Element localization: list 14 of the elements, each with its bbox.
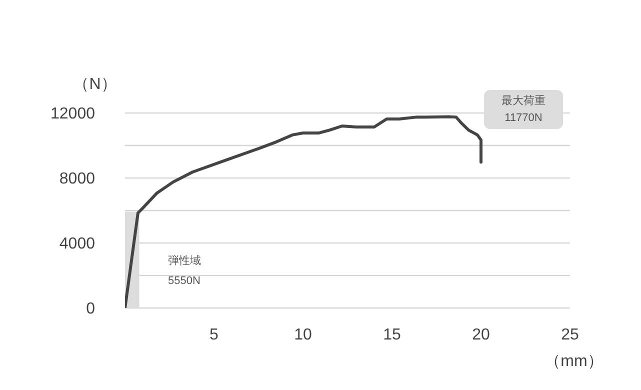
y-tick-label: 8000 (59, 170, 96, 188)
y-axis-title: （N） (73, 76, 117, 93)
x-tick-label: 25 (561, 326, 579, 344)
y-tick-label: 12000 (50, 106, 96, 123)
x-tick-label: 15 (383, 326, 401, 344)
y-tick-label: 4000 (59, 236, 96, 253)
y-tick-label: 0 (86, 300, 96, 318)
x-tick-label: 10 (294, 326, 312, 344)
annotation: 弾性域 5550N (168, 254, 201, 289)
line-series (125, 115, 482, 308)
x-tick-label: 20 (472, 326, 490, 344)
annotation: 最大荷重 11770N (484, 93, 563, 127)
x-tick-label: 5 (210, 326, 219, 344)
x-axis-title: （mm） (544, 353, 604, 370)
